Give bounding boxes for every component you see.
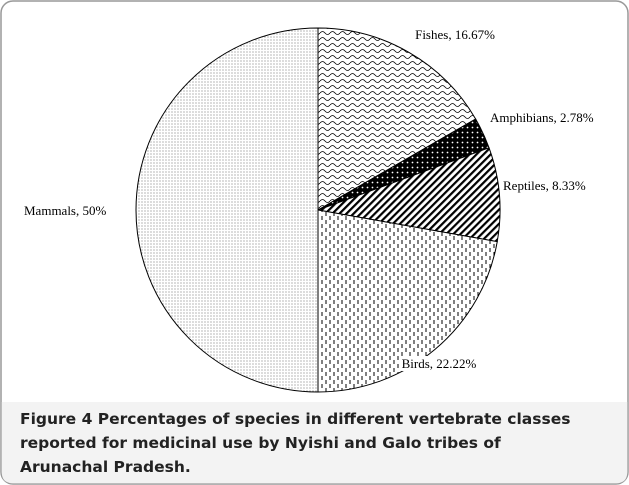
slice-label: Reptiles, 8.33% (503, 178, 586, 193)
slice-label: Mammals, 50% (24, 203, 106, 218)
slice-label: Amphibians, 2.78% (490, 110, 594, 125)
label-background (400, 355, 478, 371)
pie-slice (316, 147, 501, 243)
slice-label: Fishes, 16.67% (415, 27, 495, 42)
caption: Figure 4 Percentages of species in diffe… (20, 410, 570, 428)
caption-label: Figure 4 (20, 410, 93, 428)
label-background (23, 202, 108, 218)
label-background (414, 26, 497, 42)
caption-line: reported for medicinal use by Nyishi and… (20, 434, 501, 452)
slice-label: Birds, 22.22% (402, 356, 477, 371)
caption-line: Percentages of species in different vert… (98, 410, 571, 428)
pie-slice (135, 27, 319, 393)
caption-band (1, 402, 628, 484)
label-background (502, 177, 587, 193)
pie (135, 27, 501, 393)
label-background (489, 109, 595, 125)
pie-slice (317, 209, 498, 393)
pie-slice (317, 27, 477, 211)
caption-line: Arunachal Pradesh. (20, 458, 191, 476)
